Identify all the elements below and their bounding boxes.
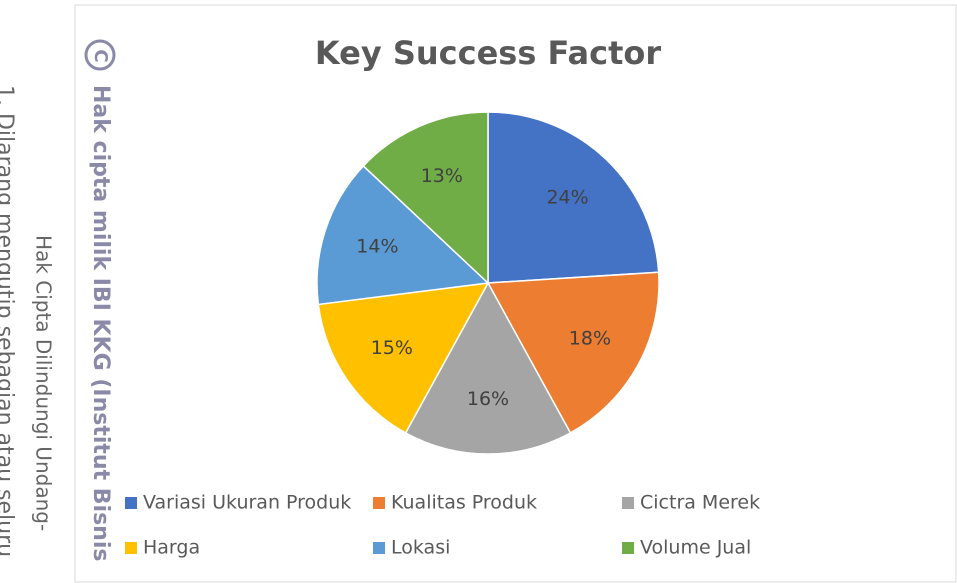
pie-slice [404, 281, 572, 455]
legend-swatch [373, 497, 385, 509]
pie-slice [487, 111, 660, 284]
pie-slice [362, 111, 489, 285]
legend-label: Volume Jual [640, 537, 751, 559]
legend-swatch [622, 542, 634, 554]
pie-slice [486, 271, 660, 434]
chart-frame [74, 4, 957, 583]
legend-swatch [622, 497, 634, 509]
data-label: 24% [546, 187, 588, 209]
pie-slice [317, 282, 490, 434]
watermark-line: 1. Dilarang mengutip sebagian atau selur… [0, 85, 17, 557]
legend-swatch [125, 497, 137, 509]
data-label: 13% [421, 165, 463, 187]
data-label: 16% [467, 388, 509, 410]
legend-label: Variasi Ukuran Produk [143, 492, 351, 514]
copyright-symbol: C [90, 49, 111, 62]
data-label: 14% [356, 236, 398, 258]
legend-swatch [373, 542, 385, 554]
pie-slice [316, 164, 490, 306]
chart-title: Key Success Factor [315, 34, 661, 72]
legend-label: Kualitas Produk [391, 492, 537, 514]
legend-label: Cictra Merek [640, 492, 760, 514]
legend-label: Lokasi [391, 537, 450, 559]
legend-swatch [125, 542, 137, 554]
watermark-line: Hak cipta milik IBI KKG (Institut Bisnis [88, 85, 113, 561]
copyright-circle [84, 39, 116, 71]
legend-label: Harga [143, 537, 200, 559]
data-label: 15% [371, 337, 413, 359]
watermark-line: Hak Cipta Dilindungi Undang- [32, 235, 56, 531]
data-label: 18% [569, 328, 611, 350]
